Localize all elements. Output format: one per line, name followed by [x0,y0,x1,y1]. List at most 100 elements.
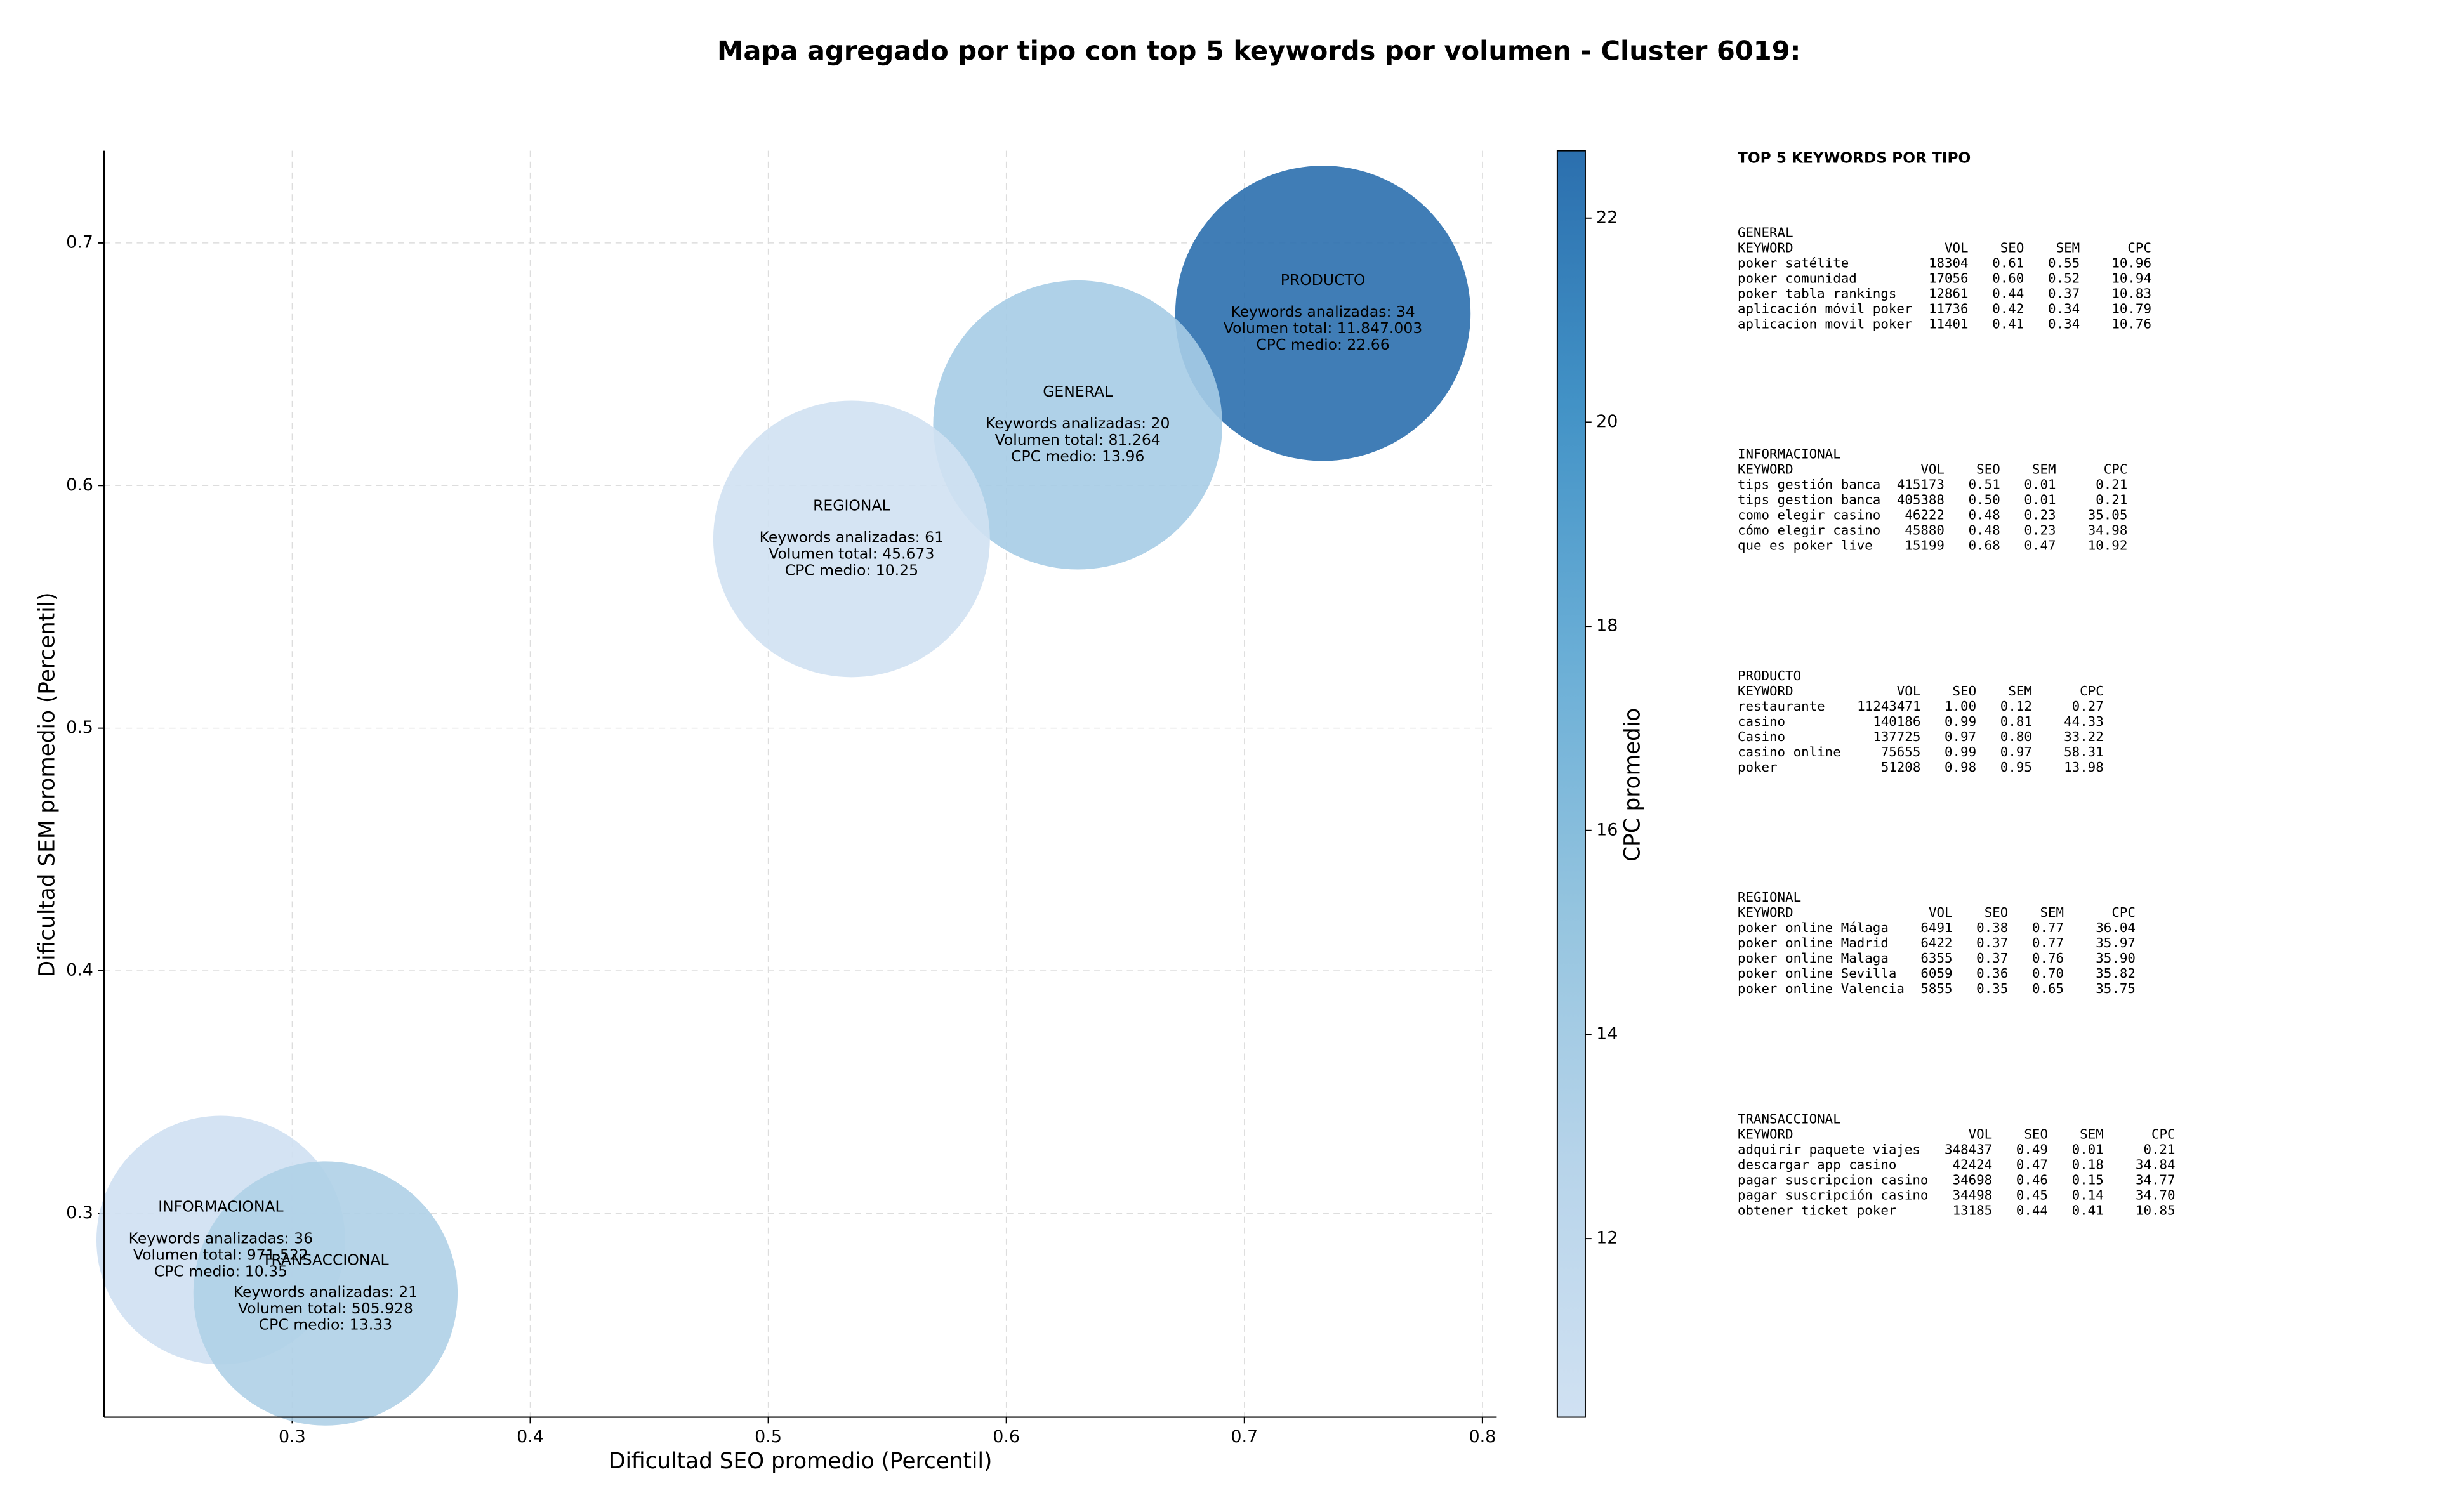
bubble-annotation: Keywords analizadas: 61 [760,529,944,546]
table-cell: 0.68 [1969,538,2000,553]
table-cell: 0.60 [1992,270,2024,286]
x-tick-label: 0.3 [279,1427,306,1447]
x-tick-label: 0.4 [517,1427,544,1447]
column-header: VOL [1920,462,1945,477]
column-header: CPC [2080,683,2104,699]
table-cell: 35.75 [2096,981,2136,996]
x-axis-label: Dificultad SEO promedio (Percentil) [609,1449,992,1474]
table-cell: 0.98 [1945,759,1976,775]
table-cell: 36.04 [2096,920,2136,935]
table-cell: pagar suscripción casino [1738,1187,1928,1202]
column-header: CPC [2104,462,2128,477]
table-cell: 1.00 [1945,699,1976,714]
column-header: KEYWORD [1738,905,1793,920]
table-cell: 0.47 [2016,1157,2048,1172]
table-cell: 0.61 [1992,255,2024,270]
bubble-annotation: Volumen total: 11.847.003 [1224,319,1422,337]
table-cell: como elegir casino [1738,508,1880,523]
table-cell: 0.01 [2024,492,2056,508]
bubble-name: REGIONAL [813,496,890,514]
y-tick-label: 0.6 [66,475,93,495]
y-tick-label: 0.4 [66,960,93,980]
column-header: SEM [2080,1126,2104,1141]
table-cell: 0.41 [1992,316,2024,331]
table-cell: 0.81 [2000,714,2032,729]
colorbar-tick-label: 18 [1596,616,1618,636]
bubble [713,400,990,678]
column-header: KEYWORD [1738,683,1793,699]
colorbar-tick-label: 14 [1596,1024,1618,1044]
table-cell: 0.99 [1945,744,1976,759]
panel-title: TOP 5 KEYWORDS POR TIPO [1738,149,1971,166]
table-cell: 0.95 [2000,759,2032,775]
table-cell: 0.01 [2024,477,2056,492]
column-header: SEO [2024,1126,2048,1141]
table-cell: poker online Valencia [1738,981,1905,996]
table-cell: 11243471 [1857,699,1920,714]
table-cell: que es poker live [1738,538,1873,553]
table-cell: 348437 [1945,1141,1992,1157]
column-header: SEO [1976,462,2000,477]
table-cell: 0.34 [2048,301,2080,316]
table-cell: 44.33 [2064,714,2104,729]
table-cell: tips gestion banca [1738,492,1880,508]
table-cell: cómo elegir casino [1738,523,1880,538]
table-cell: 10.85 [2136,1202,2176,1218]
column-header: SEM [2032,462,2056,477]
table-cell: 0.97 [2000,744,2032,759]
bubble-name: TRANSACCIONAL [261,1251,388,1269]
table-cell: 0.21 [2096,492,2127,508]
bubble-annotation: Volumen total: 45.673 [769,545,934,563]
bubble [1175,166,1471,461]
table-cell: 34498 [1953,1187,1993,1202]
table-cell: 0.49 [2016,1141,2048,1157]
table-cell: 415173 [1897,477,1945,492]
x-tick-label: 0.7 [1231,1427,1258,1447]
group-title: REGIONAL [1738,890,1801,905]
column-header: SEO [1953,683,1977,699]
table-cell: poker tabla rankings [1738,286,1896,301]
table-cell: 0.42 [1992,301,2024,316]
table-cell: 35.82 [2096,966,2136,981]
table-cell: aplicacion movil poker [1738,316,1912,331]
x-tick-label: 0.5 [755,1427,782,1447]
bubble-annotation: CPC medio: 10.35 [154,1263,287,1280]
bubble-annotation: CPC medio: 22.66 [1256,336,1389,353]
bubble-name: GENERAL [1043,383,1113,400]
table-cell: 5855 [1920,981,1952,996]
table-cell: 0.70 [2032,966,2064,981]
table-cell: 0.51 [1969,477,2000,492]
bubble-annotation: Volumen total: 81.264 [995,431,1161,449]
table-cell: 10.83 [2111,286,2151,301]
table-cell: 0.46 [2016,1172,2048,1187]
table-cell: Casino [1738,729,1785,744]
bubble-name: INFORMACIONAL [158,1197,283,1215]
table-cell: 0.14 [2072,1187,2104,1202]
column-header: VOL [1945,240,1969,255]
table-cell: 0.47 [2024,538,2056,553]
table-cell: 13185 [1953,1202,1993,1218]
table-cell: 35.97 [2096,935,2136,950]
table-cell: poker [1738,759,1778,775]
column-header: SEM [2040,905,2064,920]
column-header: CPC [2111,905,2136,920]
table-cell: 17056 [1929,270,1969,286]
column-header: VOL [1929,905,1953,920]
table-cell: descargar app casino [1738,1157,1896,1172]
table-cell: 11736 [1929,301,1969,316]
table-cell: 0.50 [1969,492,2000,508]
table-cell: 0.38 [1976,920,2008,935]
table-cell: 0.34 [2048,316,2080,331]
table-cell: 12861 [1929,286,1969,301]
table-cell: 35.05 [2088,508,2128,523]
table-cell: 0.76 [2032,950,2064,966]
bubble [193,1161,458,1426]
table-cell: 10.96 [2111,255,2151,270]
x-tick-label: 0.8 [1469,1427,1496,1447]
table-cell: 0.23 [2024,523,2056,538]
table-cell: 0.44 [1992,286,2024,301]
column-header: CPC [2127,240,2151,255]
column-header: SEO [2000,240,2024,255]
table-cell: poker online Malaga [1738,950,1889,966]
